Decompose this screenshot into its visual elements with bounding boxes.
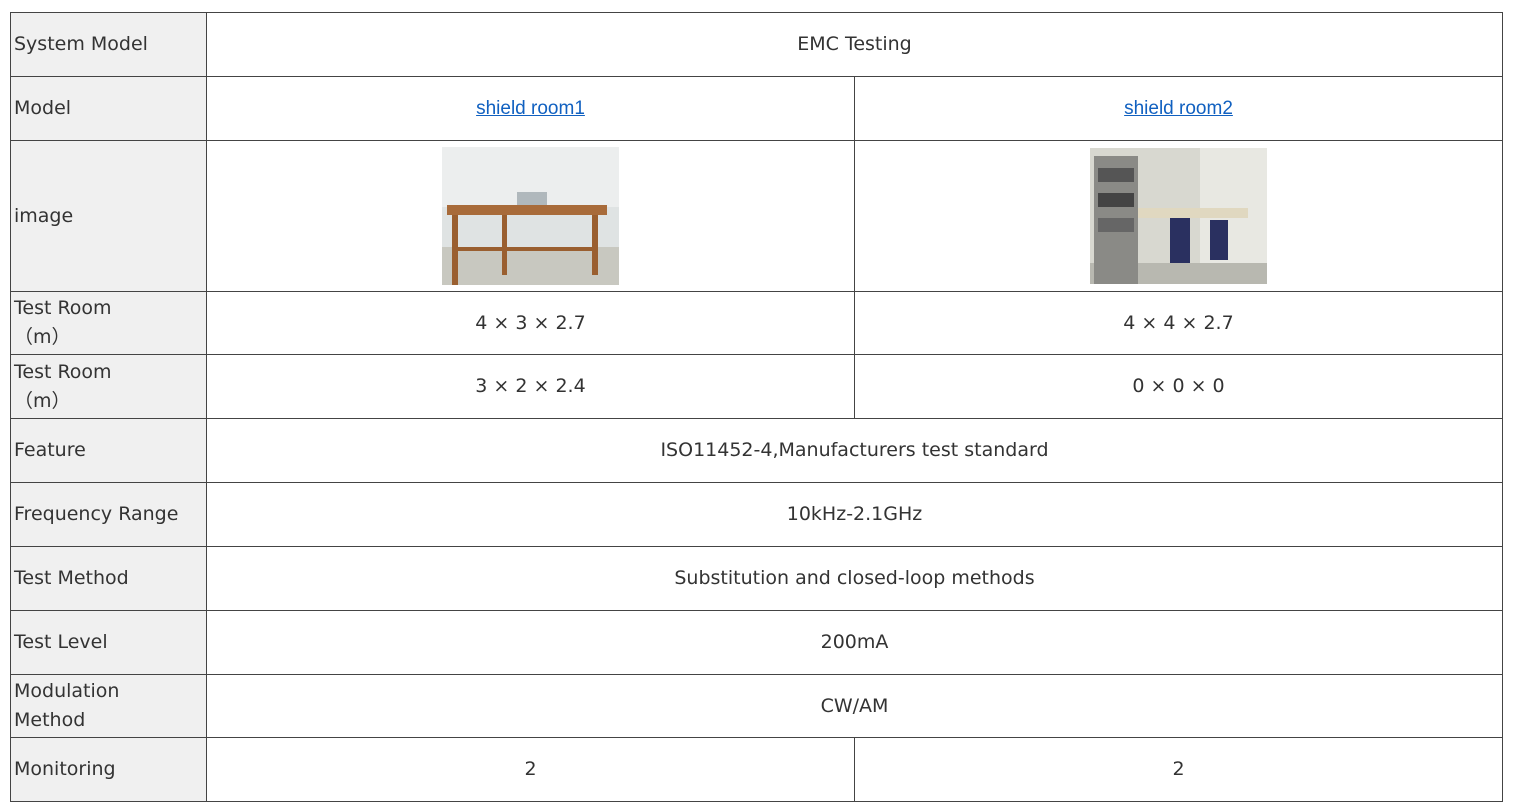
row: Feature ISO11452-4,Manufacturers test sta… xyxy=(10,418,1503,483)
row: Test Room （m） 4 × 3 × 2.7 4 × 4 × 2.7 xyxy=(10,291,1503,355)
row-label: System Model xyxy=(10,12,207,77)
cell: 0 × 0 × 0 xyxy=(854,354,1503,419)
row-label: Monitoring xyxy=(10,737,207,802)
model-link[interactable]: shield room1 xyxy=(476,98,585,119)
cell: 4 × 3 × 2.7 xyxy=(206,291,855,355)
cell: 2 xyxy=(206,737,855,802)
row-label: Test Method xyxy=(10,546,207,611)
row-label: Frequency Range xyxy=(10,482,207,547)
cell: 3 × 2 × 2.4 xyxy=(206,354,855,419)
cell: Substitution and closed-loop methods xyxy=(206,546,1503,611)
cell: CW/AM xyxy=(206,674,1503,738)
cell: 200mA xyxy=(206,610,1503,675)
row-label: Model xyxy=(10,76,207,141)
row-label: Test Room （m） xyxy=(10,291,207,355)
row: Test Room （m） 3 × 2 × 2.4 0 × 0 × 0 xyxy=(10,354,1503,419)
row: Test Method Substitution and closed-loop … xyxy=(10,546,1503,611)
row: Test Level 200mA xyxy=(10,610,1503,675)
row-label: Modulation Method xyxy=(10,674,207,738)
row: Model shield room1 shield room2 xyxy=(10,76,1503,141)
spec-table: System Model EMC Testing Model shield room… xyxy=(10,12,1503,802)
cell: 4 × 4 × 2.7 xyxy=(854,291,1503,355)
cell: shield room2 xyxy=(854,76,1503,141)
cell: ISO11452-4,Manufacturers test standard xyxy=(206,418,1503,483)
room-image xyxy=(1090,148,1267,284)
row: image xyxy=(10,140,1503,292)
cell: 10kHz-2.1GHz xyxy=(206,482,1503,547)
cell: EMC Testing xyxy=(206,12,1503,77)
cell: 2 xyxy=(854,737,1503,802)
row: System Model EMC Testing xyxy=(10,12,1503,77)
row: Modulation Method CW/AM xyxy=(10,674,1503,738)
model-link[interactable]: shield room2 xyxy=(1124,98,1233,119)
row-label: Feature xyxy=(10,418,207,483)
cell xyxy=(854,140,1503,292)
row: Monitoring 2 2 xyxy=(10,737,1503,802)
cell xyxy=(206,140,855,292)
row-label: Test Level xyxy=(10,610,207,675)
row-label: Test Room （m） xyxy=(10,354,207,419)
cell: shield room1 xyxy=(206,76,855,141)
row: Frequency Range 10kHz-2.1GHz xyxy=(10,482,1503,547)
room-image xyxy=(442,147,619,285)
row-label: image xyxy=(10,140,207,292)
